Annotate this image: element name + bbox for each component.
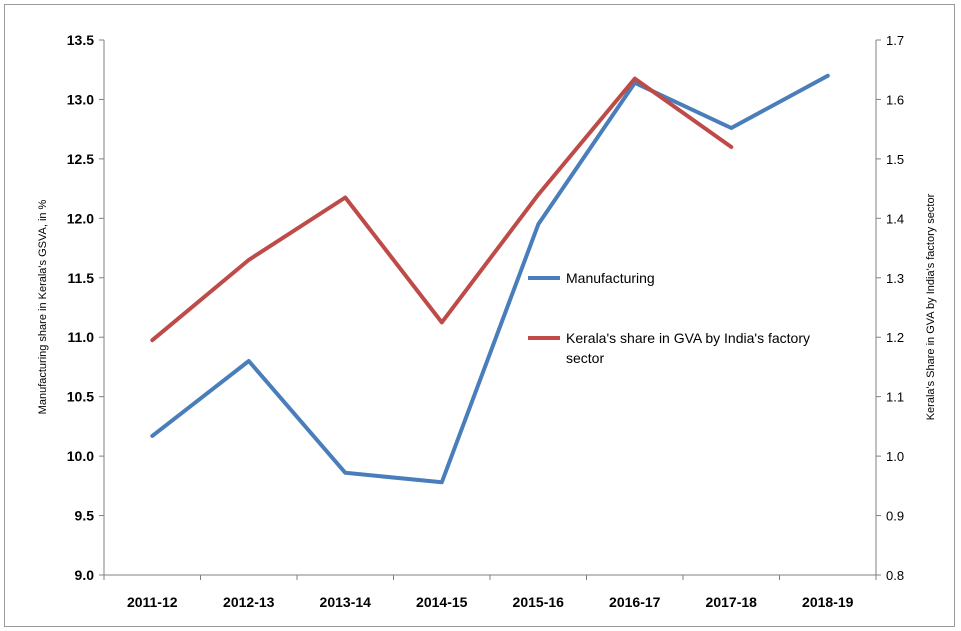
x-tick-label: 2011-12 [127, 594, 178, 610]
series-lines [152, 76, 828, 483]
left-tick-label: 12.0 [67, 210, 94, 226]
right-tick-label: 1.3 [886, 271, 904, 286]
x-tick-label: 2018-19 [802, 594, 854, 610]
right-tick-label: 1.2 [886, 330, 904, 345]
left-tick-label: 11.0 [68, 329, 95, 345]
right-axis-label: Kerala's Share in GVA by India's factory… [925, 193, 937, 420]
left-tick-label: 13.5 [67, 32, 94, 48]
left-tick-label: 12.5 [67, 151, 94, 167]
x-tick-label: 2015-16 [513, 594, 565, 610]
legend: Manufacturing Kerala's share in GVA by I… [528, 270, 814, 366]
left-axis-ticks: 9.0 9.5 10.0 10.5 11.0 11.5 12.0 12.5 13.0 13.5 [67, 32, 104, 583]
series-line-manufacturing [152, 76, 828, 483]
left-tick-label: 9.5 [75, 508, 95, 524]
right-tick-label: 1.6 [886, 92, 904, 107]
series-line-factory-share [152, 79, 731, 341]
x-axis-ticks: 2011-12 2012-13 2013-14 2014-15 2015-16 2016-… [104, 575, 876, 610]
left-axis-label: Manufacturing share in Kerala's GSVA, in… [37, 199, 49, 414]
left-tick-label: 9.0 [75, 567, 95, 583]
left-tick-label: 10.0 [67, 448, 94, 464]
x-tick-label: 2012-13 [223, 594, 275, 610]
x-tick-label: 2013-14 [320, 594, 372, 610]
right-tick-label: 1.7 [886, 33, 904, 48]
x-tick-label: 2017-18 [706, 594, 758, 610]
left-tick-label: 13.0 [67, 91, 94, 107]
legend-label-factory-share: Kerala's share in GVA by India's factory… [566, 330, 814, 366]
legend-label-manufacturing: Manufacturing [566, 270, 655, 286]
right-tick-label: 1.5 [886, 152, 904, 167]
left-tick-label: 10.5 [67, 389, 94, 405]
right-tick-label: 1.0 [886, 449, 904, 464]
x-tick-label: 2016-17 [609, 594, 661, 610]
axes [104, 40, 876, 575]
right-axis-ticks: 0.8 0.9 1.0 1.1 1.2 1.3 1.4 1.5 1.6 1.7 [876, 33, 904, 583]
right-tick-label: 0.8 [886, 568, 904, 583]
right-tick-label: 0.9 [886, 509, 904, 524]
right-tick-label: 1.4 [886, 211, 904, 226]
right-tick-label: 1.1 [886, 390, 904, 405]
x-tick-label: 2014-15 [416, 594, 468, 610]
left-tick-label: 11.5 [68, 270, 95, 286]
